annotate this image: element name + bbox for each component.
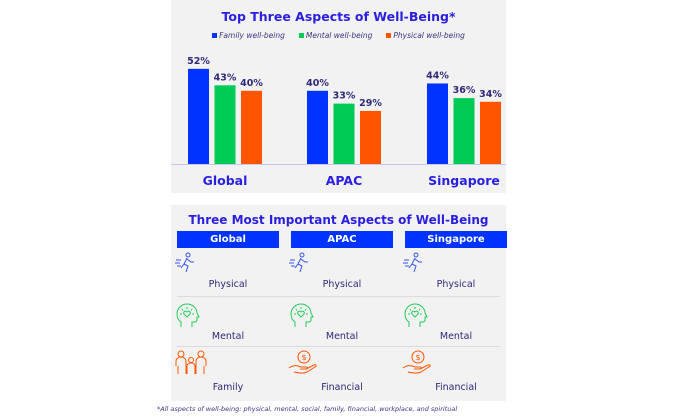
data-label: 40% (240, 78, 263, 89)
bar (307, 90, 328, 164)
column-header: APAC (291, 231, 393, 248)
data-label: 52% (187, 56, 210, 67)
data-label: 36% (453, 85, 476, 96)
data-label: 40% (306, 78, 329, 89)
bar (480, 101, 501, 164)
aspect-label: Mental (439, 331, 473, 342)
column-header: Global (177, 231, 279, 248)
aspects-table-panel: Three Most Important Aspects of Well-Bei… (171, 205, 507, 401)
bar (453, 98, 475, 164)
bar (427, 83, 448, 164)
table-title: Three Most Important Aspects of Well-Bei… (188, 213, 489, 227)
bar-chart-panel: Top Three Aspects of Well-Being* Family … (171, 0, 506, 193)
aspect-label: Physical (322, 279, 362, 290)
data-label: 34% (479, 89, 502, 100)
footnote: *All aspects of well-being: physical, me… (157, 405, 458, 413)
category-label: Singapore (428, 173, 500, 188)
aspect-label: Family (212, 382, 244, 393)
svg-text:$: $ (415, 353, 420, 362)
data-label: 43% (214, 72, 237, 83)
aspect-label: Financial (435, 382, 477, 393)
aspect-label: Physical (208, 279, 248, 290)
data-label: 29% (359, 98, 382, 109)
legend: Family well-being Mental well-being Phys… (171, 31, 506, 40)
divider (177, 346, 500, 347)
svg-text:$: $ (301, 353, 306, 362)
bar (241, 90, 262, 164)
data-label: 33% (333, 91, 356, 102)
aspect-label: Mental (211, 331, 245, 342)
aspect-label: Mental (325, 331, 359, 342)
bar (360, 110, 381, 164)
aspect-label: Physical (436, 279, 476, 290)
legend-item: Mental well-being (298, 31, 372, 40)
legend-item: Physical well-being (386, 31, 465, 40)
column-header: Singapore (405, 231, 507, 248)
bar (214, 85, 236, 164)
category-label: Global (203, 173, 248, 188)
chart-title: Top Three Aspects of Well-Being* (221, 9, 456, 24)
bar (188, 68, 209, 164)
bar (333, 103, 355, 164)
aspect-label: Financial (321, 382, 363, 393)
data-label: 44% (426, 70, 449, 81)
legend-item: Family well-being (212, 31, 285, 40)
divider (177, 296, 500, 297)
category-label: APAC (326, 173, 363, 188)
